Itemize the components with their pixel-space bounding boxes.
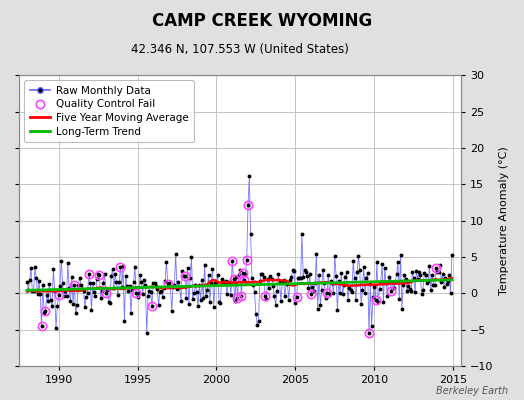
Title: 42.346 N, 107.553 W (United States): 42.346 N, 107.553 W (United States) — [131, 43, 349, 56]
Y-axis label: Temperature Anomaly (°C): Temperature Anomaly (°C) — [499, 146, 509, 295]
Legend: Raw Monthly Data, Quality Control Fail, Five Year Moving Average, Long-Term Tren: Raw Monthly Data, Quality Control Fail, … — [25, 80, 193, 142]
Text: Berkeley Earth: Berkeley Earth — [436, 386, 508, 396]
Text: CAMP CREEK WYOMING: CAMP CREEK WYOMING — [152, 12, 372, 30]
